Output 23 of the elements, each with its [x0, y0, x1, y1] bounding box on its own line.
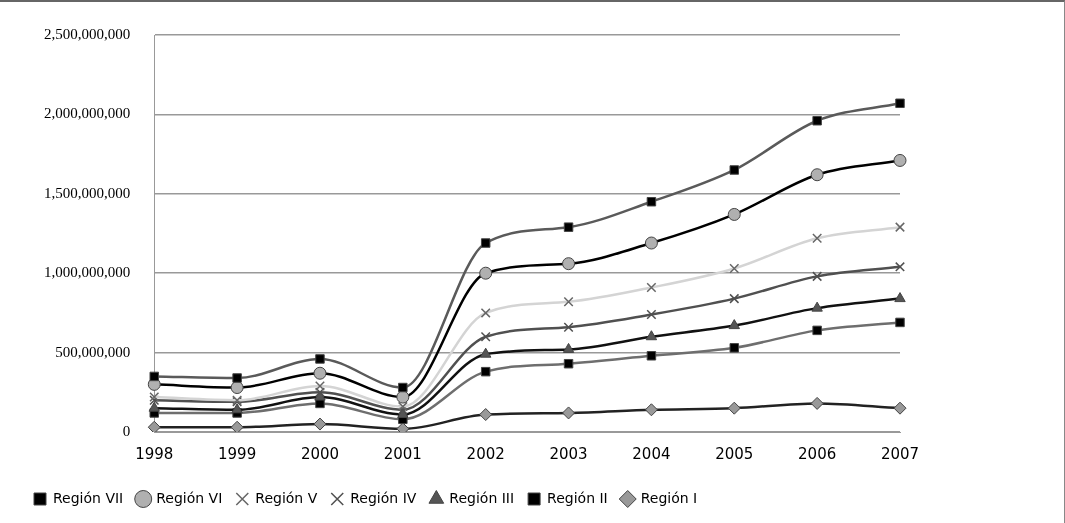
y-tick-label: 1,500,000,000	[44, 184, 131, 201]
y-tick-label: 2,500,000,000	[44, 25, 131, 42]
legend-label: Región V	[255, 489, 318, 506]
legend-label: Región I	[640, 489, 698, 506]
legend-label: Región VI	[156, 489, 223, 506]
legend-label: Región II	[547, 489, 608, 506]
x-tick-label: 2000	[300, 444, 340, 463]
y-tick-label: 500,000,000	[55, 343, 131, 360]
y-tick-label: 2,000,000,000	[44, 105, 131, 122]
x-tick-label: 1999	[218, 444, 257, 463]
x-tick-label: 2004	[632, 444, 671, 463]
x-tick-label: 2001	[383, 444, 422, 463]
x-tick-label: 2002	[466, 444, 505, 463]
x-tick-label: 2007	[880, 444, 920, 463]
x-tick-label: 2005	[715, 444, 754, 463]
x-tick-label: 1998	[135, 444, 174, 463]
legend-label: Región VII	[53, 489, 124, 506]
legend-label: Región III	[449, 489, 515, 506]
x-tick-label: 2006	[798, 444, 837, 463]
x-tick-label: 2003	[549, 444, 588, 463]
y-tick-label: 1,000,000,000	[44, 264, 131, 281]
legend-label: Región IV	[350, 489, 417, 506]
y-tick-label: 0	[122, 422, 131, 439]
